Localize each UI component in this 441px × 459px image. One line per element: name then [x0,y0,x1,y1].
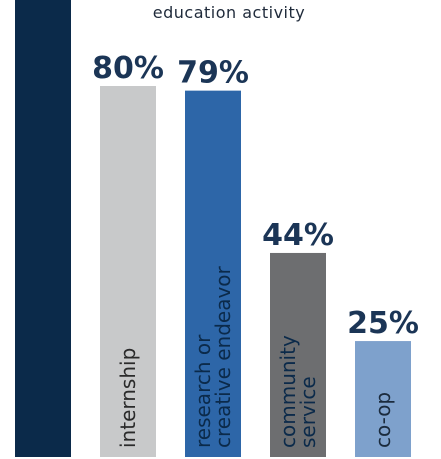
bar-category-label-3-line-2: creative endeavor [211,265,235,448]
bar-5 [355,341,411,457]
bar-value-label-5: 25% [347,306,419,341]
bar-category-label-2-line-1: internship [116,348,140,448]
bar-value-label-2: 80% [92,51,164,86]
bar-category-label-4-line-2: service [296,376,320,448]
chart-header-text: education activity [153,3,305,22]
bar-value-label-3: 79% [177,56,249,91]
bar-1 [15,0,71,457]
bar-2 [100,86,156,457]
bar-category-label-3-line-1: research or [191,334,215,448]
bar-value-label-4: 44% [262,218,334,253]
bar-category-label-5-line-1: co-op [371,392,395,448]
bar-4 [270,252,326,457]
bar-category-label-4-line-1: community [276,335,300,448]
bar-3 [185,90,241,457]
